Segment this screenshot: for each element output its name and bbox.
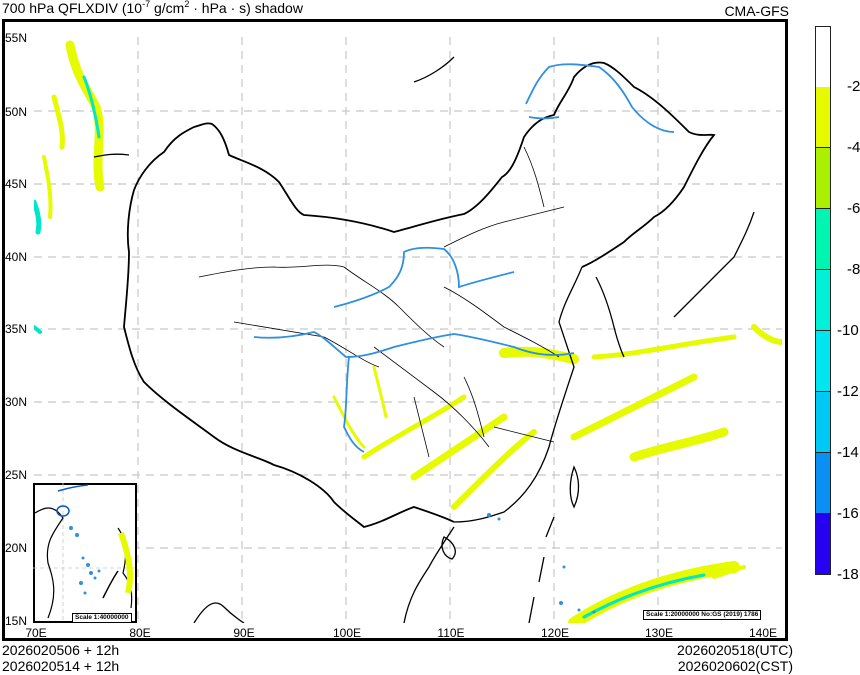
colorbar-segment-8	[815, 514, 831, 575]
colorbar-segment-2	[815, 148, 831, 209]
model-source-label: CMA-GFS	[724, 3, 789, 19]
lat-label-40n: 40N	[5, 250, 28, 264]
inset-scale-label: Scale 1:40000000	[72, 613, 132, 623]
valid-time-cst: 2026020602(CST)	[677, 658, 793, 674]
colorbar-segment-6	[815, 392, 831, 453]
lat-label-15n: 15N	[5, 614, 28, 628]
colorbar-label: -10	[837, 322, 859, 339]
colorbar-label: -8	[847, 261, 860, 278]
chart-title: 700 hPa QFLXDIV (10-7 g/cm2 · hPa · s) s…	[2, 0, 303, 16]
shading-philippine-sea	[568, 561, 746, 623]
province-boundaries	[198, 146, 565, 458]
lon-label-100e: 100E	[332, 626, 362, 640]
south-china-sea-inset	[33, 483, 137, 623]
lon-label-120e: 120E	[540, 626, 570, 640]
country-boundaries	[123, 61, 716, 528]
map-canvas	[34, 37, 782, 623]
lon-label-90e: 90E	[233, 626, 255, 640]
shading-central-asia	[34, 40, 105, 334]
grid-lines	[34, 37, 782, 623]
init-time-cst: 2026020514 + 12h	[2, 658, 120, 674]
coastline	[93, 56, 755, 623]
lat-label-30n: 30N	[5, 395, 28, 409]
lat-label-55n: 55N	[5, 31, 28, 45]
lon-label-80e: 80E	[129, 626, 151, 640]
init-time-utc: 2026020506 + 12h	[2, 642, 120, 658]
lon-label-130e: 130E	[644, 626, 674, 640]
colorbar-label: -4	[847, 139, 860, 156]
lat-label-50n: 50N	[5, 105, 28, 119]
plot-frame	[2, 19, 788, 641]
shading-yangtze	[332, 324, 782, 510]
lat-label-25n: 25N	[5, 468, 28, 482]
colorbar-label: -16	[837, 505, 859, 522]
colorbar-label: -2	[847, 78, 860, 95]
lat-label-35n: 35N	[5, 322, 28, 336]
main-scale-label: Scale 1:20000000 No:GS (2019) 1786	[643, 610, 762, 620]
rivers	[253, 63, 675, 453]
colorbar-label: -12	[837, 383, 859, 400]
colorbar-label: -18	[837, 566, 859, 583]
colorbar-segment-4	[815, 270, 831, 331]
valid-time-utc: 2026020518(UTC)	[677, 642, 793, 658]
lon-label-110e: 110E	[437, 626, 465, 640]
scattered-dots	[487, 513, 596, 614]
colorbar-segment-0	[815, 26, 831, 88]
lat-label-20n: 20N	[5, 541, 28, 555]
colorbar-segment-3	[815, 209, 831, 270]
lon-label-70e: 70E	[25, 626, 47, 640]
colorbar-label: -14	[837, 444, 859, 461]
colorbar-segment-1	[815, 87, 831, 148]
colorbar-label: -6	[847, 200, 860, 217]
colorbar-segment-7	[815, 453, 831, 514]
lat-label-45n: 45N	[5, 177, 28, 191]
colorbar-segment-5	[815, 331, 831, 392]
lon-label-140e: 140E	[748, 626, 778, 640]
